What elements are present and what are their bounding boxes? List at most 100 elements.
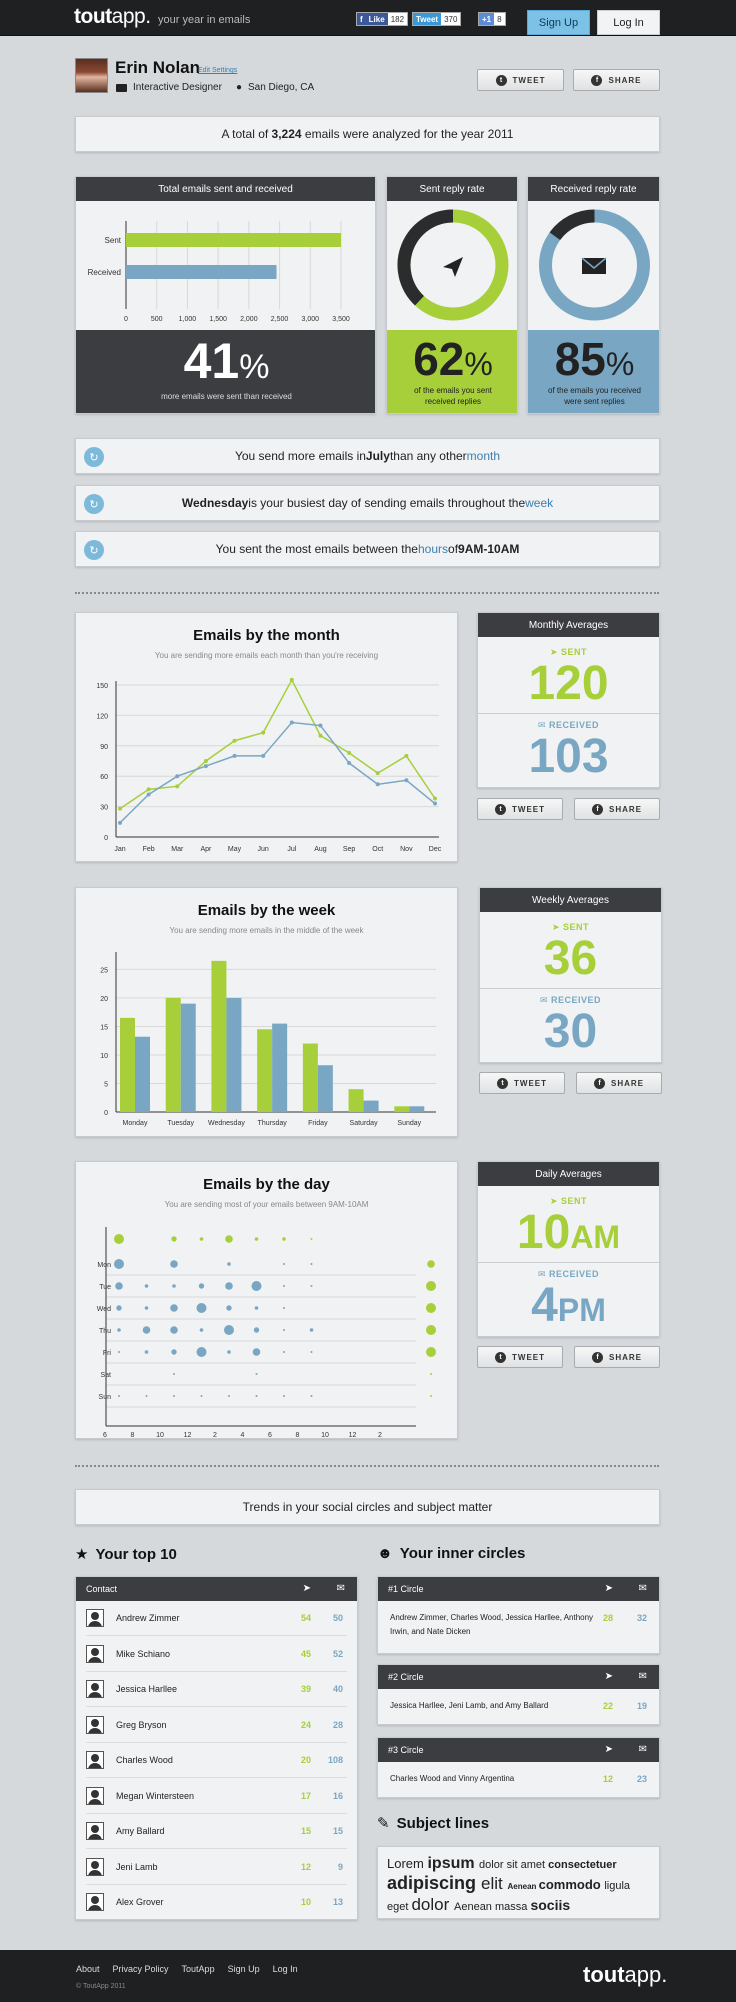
received-point [261, 753, 266, 758]
circle-received: 32 [636, 1613, 647, 1623]
received-hour-dot [227, 1262, 231, 1266]
refresh-icon: ↻ [84, 447, 104, 467]
received-reply-stat: 85% of the emails you received were sent … [528, 330, 659, 413]
sent-count: 12 [300, 1861, 311, 1872]
subject-lines-heading: ✎ Subject lines [377, 1814, 490, 1833]
received-hour-dot [116, 1305, 122, 1311]
sent-count: 17 [300, 1790, 311, 1801]
contact-row[interactable]: Jessica Harllee 39 40 [86, 1672, 347, 1707]
card-header: Monthly Averages [478, 613, 659, 637]
star-icon: ★ [75, 1546, 89, 1563]
hours-link[interactable]: hours [417, 542, 449, 556]
avatar [86, 1609, 104, 1627]
x-tick-label: 2,500 [271, 316, 289, 323]
received-bar [226, 997, 242, 1112]
tweet-button[interactable]: t TWEET [479, 1072, 565, 1094]
tweet-count: 370 [441, 13, 461, 25]
facebook-icon: f [357, 13, 366, 25]
x-tick-label: Jan [114, 846, 125, 853]
received-point [375, 782, 380, 787]
profile-meta: Interactive Designer ● San Diego, CA [116, 82, 314, 93]
tweet-button[interactable]: t TWEET [477, 798, 563, 820]
contact-row[interactable]: Mike Schiano 45 52 [86, 1637, 347, 1672]
stat-caption: of the emails you sent received replies [414, 386, 492, 407]
envelope-icon: ✉ [638, 1583, 647, 1594]
avatar [86, 1786, 104, 1805]
received-bar [180, 1003, 196, 1112]
contact-row[interactable]: Amy Ballard 15 15 [86, 1814, 347, 1849]
subject-word: Aenean [454, 1900, 495, 1913]
contact-row[interactable]: Megan Wintersteen 17 16 [86, 1779, 347, 1814]
received-point [289, 720, 294, 725]
log-in-button[interactable]: Log In [597, 10, 660, 35]
circle-card[interactable]: #3 Circle ➤ ✉ Charles Wood and Vinny Argen… [377, 1737, 660, 1798]
plus-one-label: +1 [479, 13, 495, 25]
received-point [347, 761, 352, 766]
facebook-like-button[interactable]: f Like 182 [356, 12, 409, 26]
footer-link-about[interactable]: About [76, 1964, 100, 1974]
tweet-count-button[interactable]: Tweet 370 [412, 12, 462, 26]
bar [126, 233, 341, 247]
toutapp-logo[interactable]: toutapp. [583, 1962, 668, 1987]
row-label: Thu [99, 1328, 111, 1335]
circle-card[interactable]: #2 Circle ➤ ✉ Jessica Harllee, Jeni Lamb, … [377, 1664, 660, 1725]
sent-count: 20 [300, 1755, 311, 1765]
tweet-button[interactable]: t TWEET [477, 1346, 563, 1368]
sign-up-button[interactable]: Sign Up [527, 10, 590, 35]
received-hour-dot [283, 1351, 285, 1353]
sent-hour-dot [171, 1236, 177, 1242]
x-tick-label: 10 [321, 1432, 329, 1439]
x-tick-label: 2 [213, 1432, 217, 1439]
chart-subtitle: You are sending more emails in the middl… [169, 926, 364, 935]
share-button[interactable]: f SHARE [574, 1346, 660, 1368]
divider [75, 1465, 659, 1467]
paper-plane-icon: ➤ [549, 647, 558, 657]
edit-settings-link[interactable]: Edit Settings [198, 67, 238, 74]
envelope-icon: ✉ [336, 1583, 345, 1594]
received-hour-dot [283, 1307, 285, 1309]
share-button[interactable]: f SHARE [574, 798, 660, 820]
sent-reply-card: Sent reply rate 62% of the emails you se… [386, 176, 518, 414]
x-tick-label: Sunday [397, 1120, 421, 1127]
chart-title: Emails by the month [193, 627, 340, 644]
sent-hour-dot [225, 1235, 233, 1243]
divider [75, 592, 659, 594]
month-link[interactable]: month [466, 449, 501, 463]
x-tick-label: Nov [400, 846, 413, 853]
sent-count: 10 [300, 1897, 311, 1907]
contact-row[interactable]: Andrew Zimmer 54 50 [86, 1601, 347, 1636]
footer: About Privacy Policy ToutApp Sign Up Log In … [0, 1950, 736, 2002]
tweet-button[interactable]: t TWEET [477, 69, 564, 91]
share-button[interactable]: f SHARE [573, 69, 660, 91]
received-hour-dot [310, 1395, 313, 1397]
toutapp-logo[interactable]: toutapp. [74, 5, 151, 28]
sent-day-dot [430, 1395, 432, 1397]
contact-row[interactable]: Jeni Lamb 12 9 [86, 1850, 347, 1885]
refresh-icon: ↻ [84, 540, 104, 560]
sent-bar [165, 997, 181, 1112]
received-count: 16 [332, 1790, 343, 1801]
week-link[interactable]: week [525, 496, 554, 510]
received-hour-dot [310, 1285, 313, 1287]
contact-row[interactable]: Charles Wood 20 108 [86, 1743, 347, 1778]
footer-link-toutapp[interactable]: ToutApp [181, 1964, 215, 1974]
circle-card[interactable]: #1 Circle ➤ ✉ Andrew Zimmer, Charles Wood,… [377, 1576, 660, 1654]
footer-link-sign-up[interactable]: Sign Up [227, 1964, 260, 1974]
footer-link-log-in[interactable]: Log In [272, 1964, 298, 1974]
footer-link-privacy-policy[interactable]: Privacy Policy [112, 1964, 169, 1974]
x-tick-label: 12 [349, 1432, 357, 1439]
facebook-icon: f [591, 74, 603, 86]
received-hour-dot [252, 1348, 261, 1356]
share-button[interactable]: f SHARE [576, 1072, 662, 1094]
bird-icon: t [495, 803, 506, 815]
weekly-chart-card: Emails by the week You are sending more … [75, 887, 458, 1137]
plus-one-button[interactable]: +1 8 [478, 12, 506, 26]
sent-bar [348, 1089, 364, 1112]
contact-row[interactable]: Greg Bryson 24 28 [86, 1708, 347, 1743]
envelope-icon: ✉ [539, 995, 548, 1005]
facebook-icon: f [593, 1077, 605, 1089]
y-tick-label: 10 [100, 1053, 108, 1060]
subject-word: adipiscing [387, 1873, 482, 1894]
contact-row[interactable]: Alex Grover 10 13 [86, 1885, 347, 1919]
sent-count: 45 [300, 1648, 311, 1659]
